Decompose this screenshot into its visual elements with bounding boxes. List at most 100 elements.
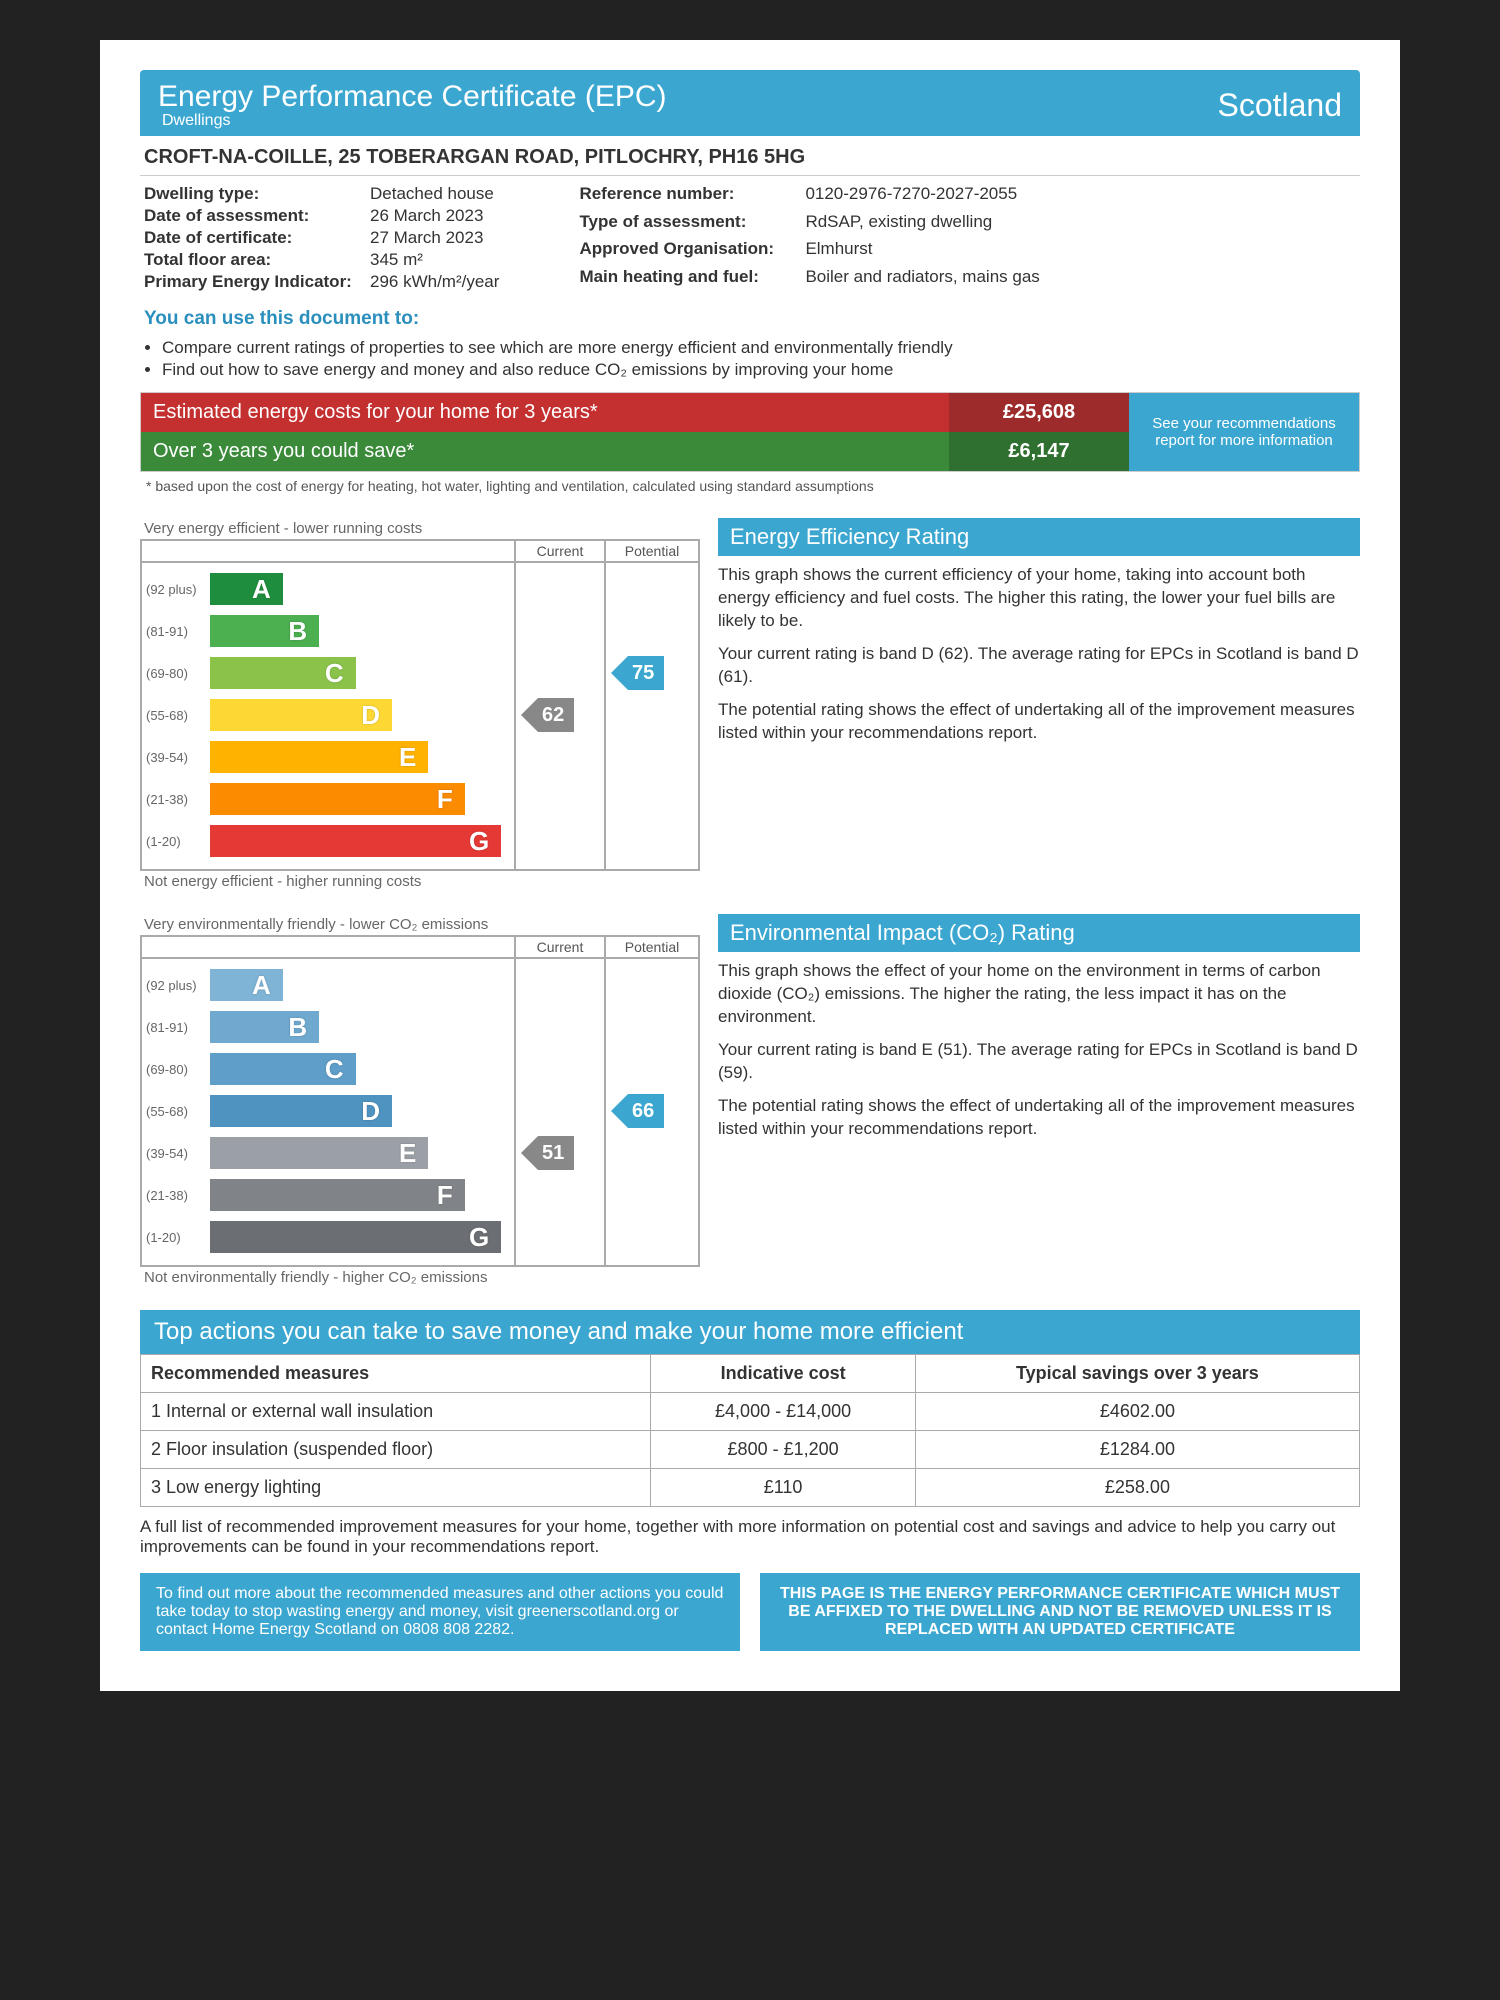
chart-bottom-label: Not energy efficient - higher running co… xyxy=(140,871,700,892)
header-title-block: Energy Performance Certificate (EPC) Dwe… xyxy=(158,80,667,130)
rating-bar-D: D xyxy=(210,699,392,731)
potential-column: 66 xyxy=(604,959,698,1265)
band-letter: F xyxy=(437,1180,457,1211)
chart-col-header: Potential xyxy=(604,541,698,563)
potential-arrow: 66 xyxy=(628,1094,664,1128)
meta-val: 0120-2976-7270-2027-2055 xyxy=(805,184,1039,210)
current-value: 62 xyxy=(542,704,564,727)
desc-para: Your current rating is band E (51). The … xyxy=(718,1039,1360,1085)
band-range: (21-38) xyxy=(146,792,210,807)
band-letter: G xyxy=(469,826,493,857)
current-column: 62 xyxy=(514,563,604,869)
band-range: (55-68) xyxy=(146,708,210,723)
impact-chart: CurrentPotential(92 plus)A(81-91)B(69-80… xyxy=(140,935,700,1267)
chart-col-header: Current xyxy=(514,937,604,959)
actions-title-bar: Top actions you can take to save money a… xyxy=(140,1310,1360,1354)
potential-value: 75 xyxy=(632,662,654,685)
meta-val: 296 kWh/m²/year xyxy=(370,272,499,292)
band-range: (81-91) xyxy=(146,624,210,639)
potential-value: 66 xyxy=(632,1100,654,1123)
potential-arrow: 75 xyxy=(628,656,664,690)
rating-bar-G: G xyxy=(210,1221,501,1253)
band-letter: C xyxy=(325,1054,348,1085)
bullet-item: Find out how to save energy and money an… xyxy=(162,360,1356,380)
current-arrow: 62 xyxy=(538,698,574,732)
meta-key: Date of assessment: xyxy=(144,206,364,226)
meta-key: Primary Energy Indicator: xyxy=(144,272,364,292)
meta-val: 27 March 2023 xyxy=(370,228,499,248)
table-row: 3 Low energy lighting£110£258.00 xyxy=(141,1469,1360,1507)
region-label: Scotland xyxy=(1217,87,1342,124)
rating-bar-F: F xyxy=(210,1179,465,1211)
band-letter: E xyxy=(399,1138,420,1169)
band-range: (1-20) xyxy=(146,834,210,849)
band-letter: A xyxy=(252,574,275,605)
band-range: (69-80) xyxy=(146,666,210,681)
table-cell: 2 Floor insulation (suspended floor) xyxy=(141,1431,651,1469)
impact-chart-wrap: Very environmentally friendly - lower CO… xyxy=(140,914,700,1288)
band-letter: D xyxy=(361,700,384,731)
table-header: Typical savings over 3 years xyxy=(915,1355,1359,1393)
impact-section: Very environmentally friendly - lower CO… xyxy=(140,914,1360,1288)
meta-key: Date of certificate: xyxy=(144,228,364,248)
band-letter: D xyxy=(361,1096,384,1127)
meta-key: Dwelling type: xyxy=(144,184,364,204)
meta-grid: Dwelling type: Detached house Date of ass… xyxy=(140,176,1360,304)
band-letter: B xyxy=(288,616,311,647)
chart-col-header: Potential xyxy=(604,937,698,959)
cost-label-2: Over 3 years you could save* xyxy=(141,432,949,471)
table-header: Indicative cost xyxy=(651,1355,916,1393)
meta-right: Reference number:0120-2976-7270-2027-205… xyxy=(579,184,1039,292)
epc-page: Energy Performance Certificate (EPC) Dwe… xyxy=(100,40,1400,1691)
band-letter: E xyxy=(399,742,420,773)
meta-val: 26 March 2023 xyxy=(370,206,499,226)
header-bar: Energy Performance Certificate (EPC) Dwe… xyxy=(140,70,1360,136)
chart-top-label: Very energy efficient - lower running co… xyxy=(140,518,700,539)
eff-title-bar: Energy Efficiency Rating xyxy=(718,518,1360,556)
desc-para: This graph shows the current efficiency … xyxy=(718,564,1360,633)
meta-val: Detached house xyxy=(370,184,499,204)
meta-key: Reference number: xyxy=(579,184,799,210)
band-range: (92 plus) xyxy=(146,582,210,597)
bullet-item: Compare current ratings of properties to… xyxy=(162,338,1356,358)
table-cell: £800 - £1,200 xyxy=(651,1431,916,1469)
band-range: (81-91) xyxy=(146,1020,210,1035)
efficiency-desc: Energy Efficiency Rating This graph show… xyxy=(718,518,1360,755)
band-range: (92 plus) xyxy=(146,978,210,993)
rating-bar-E: E xyxy=(210,1137,428,1169)
cost-footnote: * based upon the cost of energy for heat… xyxy=(140,474,1360,508)
recommendations-table: Recommended measures Indicative cost Typ… xyxy=(140,1354,1360,1507)
cost-side-note: See your recommendations report for more… xyxy=(1129,393,1359,471)
meta-val: Elmhurst xyxy=(805,239,1039,265)
footer-boxes: To find out more about the recommended m… xyxy=(140,1573,1360,1651)
current-arrow: 51 xyxy=(538,1136,574,1170)
meta-key: Type of assessment: xyxy=(579,212,799,238)
meta-val: 345 m² xyxy=(370,250,499,270)
meta-val: Boiler and radiators, mains gas xyxy=(805,267,1039,293)
rating-bar-G: G xyxy=(210,825,501,857)
band-letter: C xyxy=(325,658,348,689)
band-letter: F xyxy=(437,784,457,815)
rating-bar-A: A xyxy=(210,969,283,1001)
table-cell: £110 xyxy=(651,1469,916,1507)
table-cell: 3 Low energy lighting xyxy=(141,1469,651,1507)
band-letter: A xyxy=(252,970,275,1001)
footer-box-left: To find out more about the recommended m… xyxy=(140,1573,740,1651)
band-letter: B xyxy=(288,1012,311,1043)
table-cell: £1284.00 xyxy=(915,1431,1359,1469)
band-letter: G xyxy=(469,1222,493,1253)
chart-col-header: Current xyxy=(514,541,604,563)
rating-bar-D: D xyxy=(210,1095,392,1127)
table-cell: £4602.00 xyxy=(915,1393,1359,1431)
doc-title: Energy Performance Certificate (EPC) xyxy=(158,80,667,114)
desc-para: The potential rating shows the effect of… xyxy=(718,699,1360,745)
env-desc-text: This graph shows the effect of your home… xyxy=(718,952,1360,1141)
efficiency-chart: CurrentPotential (92 plus) A (81-91) B (69-80… xyxy=(140,539,700,871)
meta-key: Approved Organisation: xyxy=(579,239,799,265)
rating-bar-C: C xyxy=(210,657,356,689)
chart-top-label: Very environmentally friendly - lower CO… xyxy=(140,914,700,935)
cost-label-1: Estimated energy costs for your home for… xyxy=(141,393,949,432)
use-line: You can use this document to: xyxy=(140,304,1360,334)
meta-left: Dwelling type: Detached house Date of ass… xyxy=(144,184,499,292)
meta-val: RdSAP, existing dwelling xyxy=(805,212,1039,238)
